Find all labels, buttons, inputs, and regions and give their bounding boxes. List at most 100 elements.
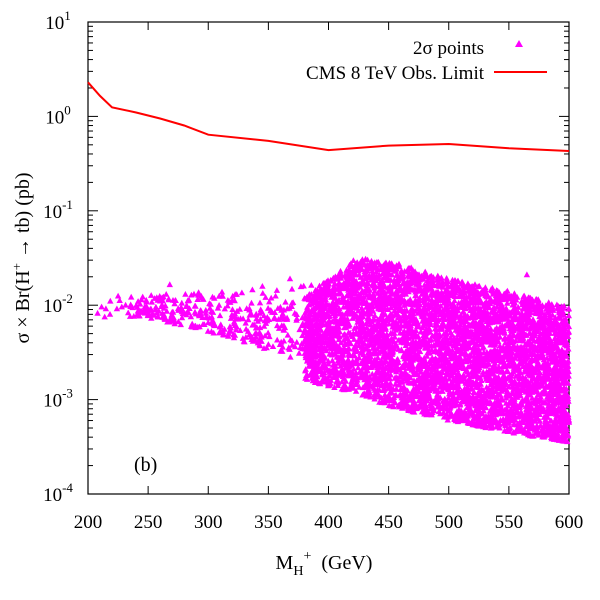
scatter-point <box>494 374 502 380</box>
scatter-point <box>554 344 561 351</box>
scatter-point <box>472 312 480 318</box>
scatter-point <box>525 348 533 354</box>
scatter-point <box>225 332 232 339</box>
y-tick-label: 101 <box>45 8 71 34</box>
scatter-point <box>343 292 351 298</box>
scatter-point <box>451 279 458 286</box>
scatter-point <box>520 293 527 300</box>
scatter-point <box>252 324 260 331</box>
scatter-point <box>366 389 374 396</box>
scatter-point <box>400 333 407 339</box>
scatter-point <box>306 351 313 358</box>
scatter-point <box>553 370 560 377</box>
scatter-point <box>414 319 422 326</box>
scatter-point <box>434 392 441 398</box>
scatter-point <box>232 291 239 297</box>
scatter-point <box>178 314 186 321</box>
scatter-point <box>318 370 326 377</box>
scatter-point <box>510 314 517 321</box>
scatter-point <box>441 342 449 349</box>
scatter-point <box>381 391 389 398</box>
scatter-point <box>148 292 155 298</box>
scatter-point <box>476 282 483 289</box>
scatter-point <box>308 282 315 288</box>
scatter-point <box>268 294 275 301</box>
scatter-point <box>383 331 391 338</box>
scatter-point <box>416 396 423 403</box>
scatter-point <box>226 323 234 330</box>
scatter-point <box>511 359 518 366</box>
scatter-point <box>369 370 376 377</box>
scatter-point <box>561 349 568 356</box>
scatter-point <box>534 300 541 307</box>
scatter-point <box>391 325 398 331</box>
scatter-point <box>217 328 224 335</box>
scatter-point <box>437 394 444 401</box>
scatter-point <box>478 338 486 345</box>
scatter-point <box>518 329 525 335</box>
scatter-point <box>376 282 383 289</box>
scatter-point <box>464 417 472 423</box>
scatter-point <box>350 365 357 372</box>
scatter-point <box>361 334 368 340</box>
scatter-point <box>462 391 469 398</box>
scatter-point <box>432 289 440 295</box>
x-tick-label: 550 <box>495 512 524 533</box>
scatter-point <box>401 278 408 285</box>
scatter-point <box>278 322 285 329</box>
scatter-point <box>98 303 105 310</box>
scatter-point <box>330 284 337 291</box>
scatter-point <box>169 308 176 315</box>
scatter-point <box>363 320 370 326</box>
scatter-point <box>547 388 555 394</box>
scatter-point <box>302 367 309 374</box>
scatter-point <box>424 305 431 312</box>
scatter-point <box>483 373 490 380</box>
scatter-point <box>367 307 374 313</box>
scatter-point <box>495 391 502 397</box>
x-tick-label: 200 <box>74 512 103 533</box>
scatter-point <box>264 314 271 320</box>
scatter-point <box>480 407 487 414</box>
scatter-point <box>332 366 340 372</box>
scatter-point <box>458 358 466 365</box>
scatter-point <box>412 288 419 295</box>
scatter-point <box>401 322 408 329</box>
scatter-point <box>153 294 160 301</box>
scatter-point <box>439 388 446 394</box>
scatter-point <box>242 333 250 340</box>
scatter-point <box>446 317 453 323</box>
scatter-point <box>443 286 450 293</box>
scatter-point <box>189 323 196 330</box>
scatter-point <box>312 311 319 318</box>
scatter-point <box>546 329 554 336</box>
scatter-point <box>489 403 496 410</box>
scatter-point <box>435 408 443 415</box>
scatter-point <box>142 305 149 311</box>
scatter-point <box>418 400 426 406</box>
scatter-point <box>486 298 493 304</box>
scatter-point <box>261 332 269 339</box>
scatter-point <box>393 368 400 375</box>
scatter-point <box>387 329 394 336</box>
scatter-point <box>216 322 224 329</box>
scatter-point <box>393 386 400 392</box>
scatter-point <box>410 319 418 326</box>
scatter-point <box>417 368 424 375</box>
scatter-point <box>287 353 294 360</box>
scatter-point <box>401 268 408 274</box>
scatter-point <box>209 317 216 323</box>
scatter-point <box>185 309 192 316</box>
scatter-point <box>482 291 489 298</box>
scatter-point <box>438 345 445 351</box>
scatter-point <box>560 429 567 436</box>
scatter-point <box>496 424 503 431</box>
scatter-point <box>451 334 458 341</box>
scatter-point <box>392 340 400 347</box>
scatter-point <box>519 305 526 312</box>
scatter-series-2sigma <box>94 255 573 445</box>
scatter-point <box>265 341 272 347</box>
scatter-point <box>551 356 559 363</box>
scatter-point <box>382 357 390 364</box>
